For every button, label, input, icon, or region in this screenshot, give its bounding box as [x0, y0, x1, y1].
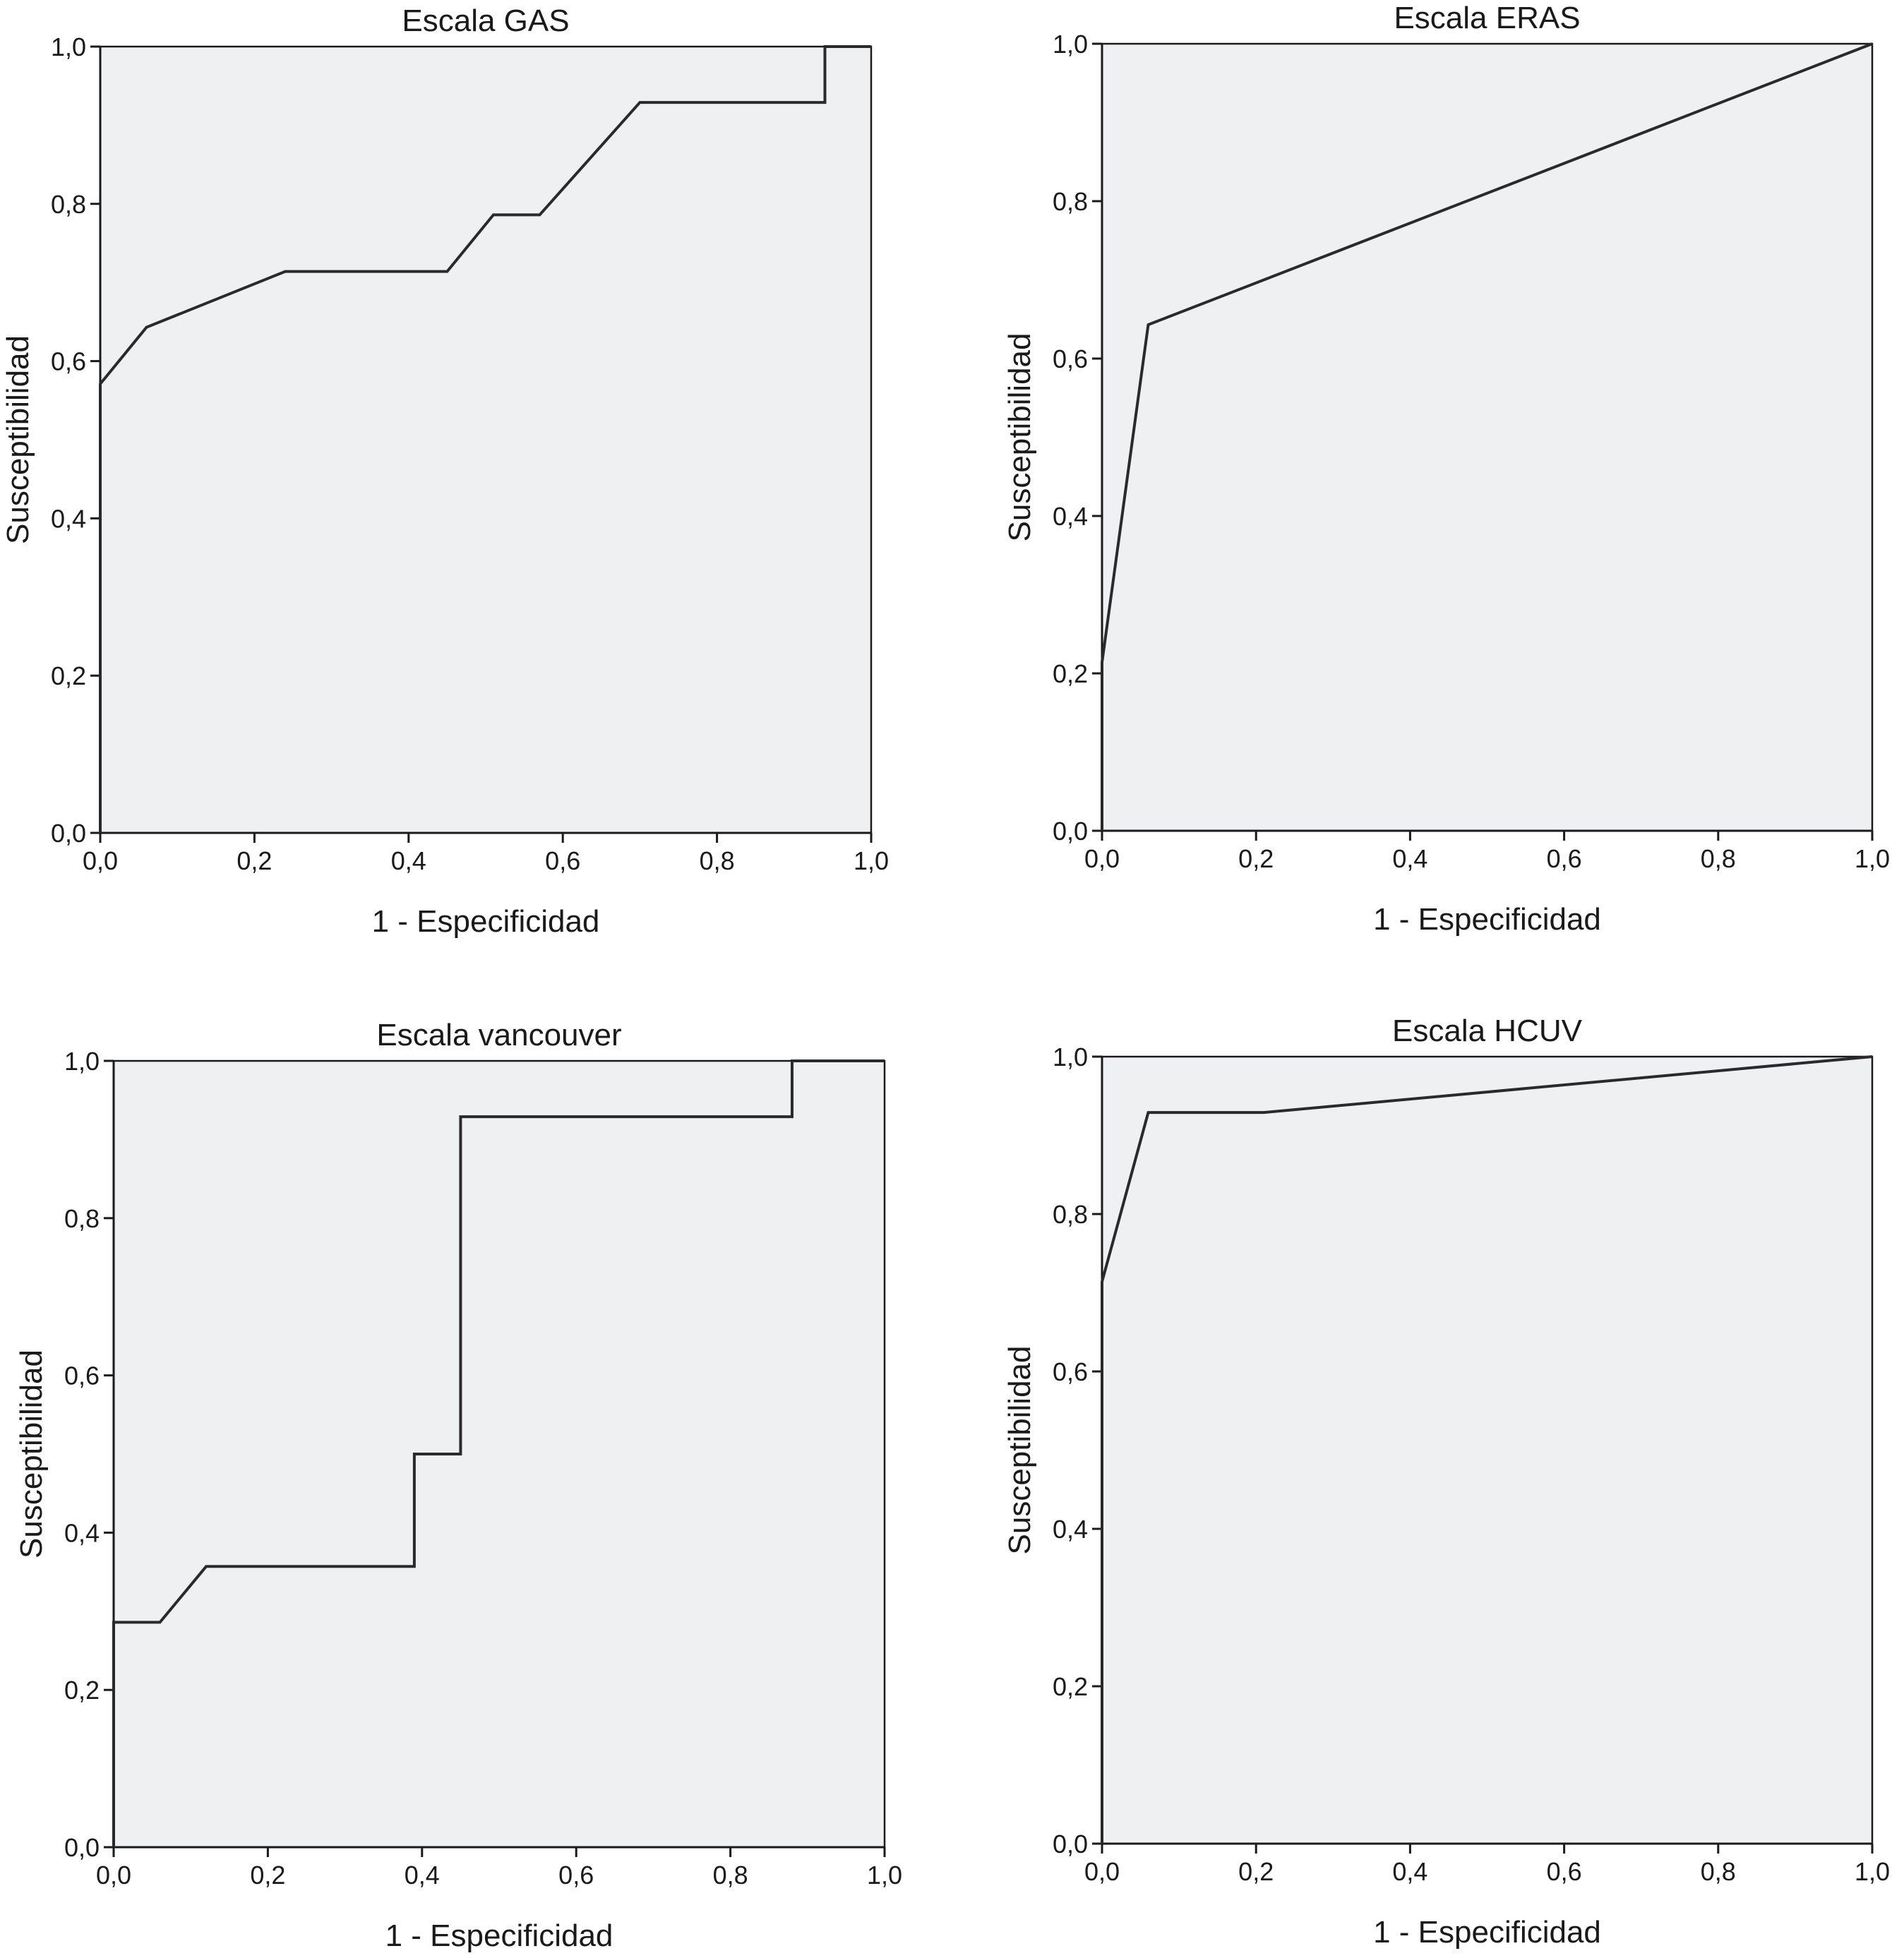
chart-title: Escala HCUV: [1392, 1014, 1583, 1048]
x-tick-label: 0,2: [236, 846, 272, 875]
y-tick-label: 0,8: [1053, 1200, 1088, 1229]
x-tick-label: 0,2: [1238, 1857, 1274, 1886]
y-tick-label: 0,4: [64, 1518, 100, 1547]
y-tick-label: 0,0: [51, 819, 86, 848]
roc-curve-line: [99, 45, 871, 833]
x-axis-label: 1 - Especificidad: [372, 904, 600, 939]
y-axis-label: Susceptibilidad: [14, 1350, 49, 1558]
y-tick-label: 0,6: [64, 1362, 100, 1391]
x-tick-label: 1,0: [1855, 844, 1890, 873]
x-tick-label: 0,8: [713, 1861, 748, 1890]
x-tick-label: 0,8: [1701, 1857, 1736, 1886]
x-tick-label: 0,6: [545, 846, 580, 875]
x-tick-label: 0,4: [1392, 1857, 1427, 1886]
y-tick-label: 0,2: [51, 661, 86, 690]
x-tick-label: 0,6: [558, 1861, 594, 1890]
y-tick-label: 0,8: [1053, 187, 1088, 216]
y-axis-label: Susceptibilidad: [1002, 1346, 1037, 1555]
x-tick-label: 0,4: [405, 1861, 440, 1890]
y-tick-label: 0,4: [1053, 502, 1088, 531]
chart-title: Escala vancouver: [376, 1018, 621, 1052]
plot-area: [1101, 42, 1874, 832]
x-tick-label: 0,0: [1084, 1857, 1120, 1886]
x-tick-label: 0,0: [96, 1861, 131, 1890]
roc-curve-line: [1101, 1055, 1873, 1844]
x-tick-label: 1,0: [1855, 1857, 1890, 1886]
x-tick-label: 0,6: [1547, 844, 1582, 873]
y-tick-label: 0,0: [1053, 1830, 1088, 1858]
y-tick-label: 0,6: [51, 347, 86, 376]
x-tick-label: 1,0: [854, 846, 889, 875]
y-tick-label: 1,0: [1053, 30, 1088, 59]
y-axis-label: Susceptibilidad: [1, 335, 35, 544]
roc-panel-3: 0,0 0,2 0,4 0,6 0,8 1,0 0,0 0,2 0,4 0,6 0,8 1,0 Esca…: [14, 1018, 902, 1953]
y-axis-label: Susceptibilidad: [1002, 333, 1037, 542]
y-tick-label: 0,4: [1053, 1515, 1088, 1544]
y-tick-label: 0,8: [64, 1204, 100, 1233]
y-tick-label: 0,0: [64, 1833, 100, 1862]
x-tick-label: 0,4: [1392, 844, 1427, 873]
plot-area: [112, 1059, 886, 1849]
roc-panel-2: 0,0 0,2 0,4 0,6 0,8 1,0 0,0 0,2 0,4 0,6 0,8 1,0 Esca…: [1002, 1, 1890, 937]
roc-curve-line: [112, 1059, 885, 1847]
x-tick-label: 0,2: [1238, 844, 1274, 873]
roc-panel-1: 0,0 0,2 0,4 0,6 0,8 1,0 0,0 0,2 0,4 0,6 0,8 1,0 Esca…: [1, 4, 889, 939]
chart-title: Escala GAS: [402, 4, 569, 38]
y-tick-label: 0,6: [1053, 344, 1088, 373]
x-axis-label: 1 - Especificidad: [1373, 1915, 1601, 1950]
x-tick-label: 0,0: [1084, 844, 1120, 873]
y-tick-label: 0,2: [1053, 1672, 1088, 1701]
x-axis-label: 1 - Especificidad: [1373, 902, 1601, 937]
y-tick-label: 0,2: [64, 1676, 100, 1705]
y-tick-label: 1,0: [1053, 1043, 1088, 1071]
x-tick-label: 0,4: [391, 846, 426, 875]
x-axis-label: 1 - Especificidad: [385, 1918, 613, 1953]
y-tick-label: 0,4: [51, 504, 86, 533]
plot-area: [1101, 1055, 1874, 1845]
y-tick-label: 1,0: [51, 32, 86, 61]
plot-area: [99, 45, 873, 834]
y-tick-label: 1,0: [64, 1047, 100, 1076]
y-tick-label: 0,8: [51, 190, 86, 219]
y-tick-label: 0,6: [1053, 1357, 1088, 1386]
x-tick-label: 0,8: [1701, 844, 1736, 873]
chart-title: Escala ERAS: [1394, 1, 1580, 35]
x-tick-label: 0,6: [1547, 1857, 1582, 1886]
y-tick-label: 0,2: [1053, 659, 1088, 688]
x-tick-label: 0,2: [250, 1861, 285, 1890]
x-tick-label: 0,8: [700, 846, 735, 875]
y-tick-label: 0,0: [1053, 817, 1088, 846]
roc-curve-line: [1101, 42, 1873, 831]
x-tick-label: 0,0: [83, 846, 118, 875]
x-tick-label: 1,0: [867, 1861, 902, 1890]
roc-panel-4: 0,0 0,2 0,4 0,6 0,8 1,0 0,0 0,2 0,4 0,6 0,8 1,0 Esca…: [1002, 1014, 1890, 1950]
